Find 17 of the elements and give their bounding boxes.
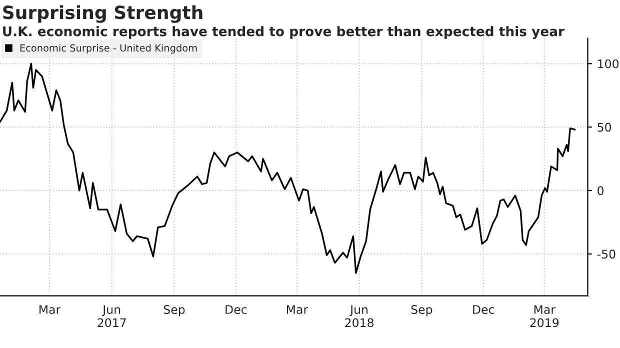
line-series — [0, 62, 576, 274]
y-tick-label: 100 — [598, 59, 619, 68]
chart-subtitle: U.K. economic reports have tended to prove better than expected this year — [3, 26, 564, 39]
x-tick-label: Sep — [411, 305, 432, 316]
x-tick-label: Jun 2017 — [98, 305, 126, 328]
chart-title: Surprising Strength — [3, 5, 202, 23]
x-tick-label: Mar 2019 — [530, 305, 559, 328]
legend-label: Economic Surprise - United Kingdom — [20, 44, 197, 54]
y-tick-label: 50 — [598, 122, 612, 132]
x-tick-label: Jun 2018 — [345, 305, 374, 328]
x-tick-label: Dec — [473, 305, 494, 314]
x-tick-label: Mar — [40, 305, 61, 314]
y-tick-label: -50 — [597, 250, 616, 259]
x-tick-label: Dec — [226, 305, 247, 314]
y-tick-label: 0 — [598, 186, 604, 196]
x-tick-label: Mar — [286, 305, 308, 314]
x-tick-label: Sep — [164, 305, 185, 316]
